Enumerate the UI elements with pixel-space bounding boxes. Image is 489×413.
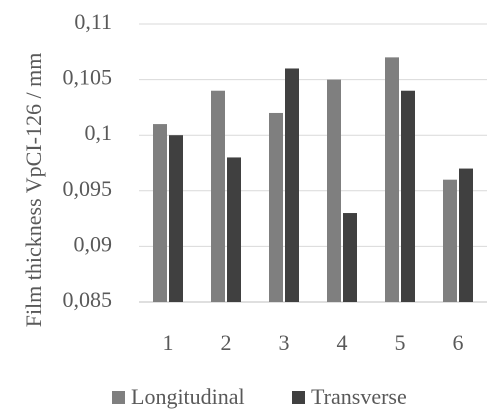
x-tick-label: 2 [221, 330, 232, 355]
bar [153, 124, 167, 302]
y-tick-label: 0,095 [63, 176, 113, 201]
legend-label: Longitudinal [131, 384, 245, 409]
bar [343, 213, 357, 302]
bar [285, 68, 299, 302]
bar [269, 112, 283, 303]
y-axis-label: Film thickness VpCI-126 / mm [21, 53, 46, 328]
x-tick-label: 6 [453, 330, 464, 355]
x-tick-label: 3 [279, 330, 290, 355]
legend-swatch [292, 391, 305, 404]
x-tick-label: 5 [395, 330, 406, 355]
y-tick-label: 0,085 [63, 287, 113, 312]
y-tick-label: 0,11 [74, 9, 112, 34]
bar [227, 157, 241, 302]
bar [443, 179, 457, 302]
legend-label: Transverse [311, 384, 407, 409]
y-tick-label: 0,1 [85, 120, 113, 145]
x-tick-label: 1 [163, 330, 174, 355]
legend-swatch [112, 391, 125, 404]
bar [401, 90, 415, 302]
bar [327, 79, 341, 302]
x-tick-label: 4 [337, 330, 348, 355]
y-tick-label: 0,09 [74, 231, 113, 256]
bar [169, 135, 183, 302]
bar [385, 57, 399, 302]
bar [211, 90, 225, 302]
bar [459, 168, 473, 302]
y-tick-label: 0,105 [63, 65, 113, 90]
